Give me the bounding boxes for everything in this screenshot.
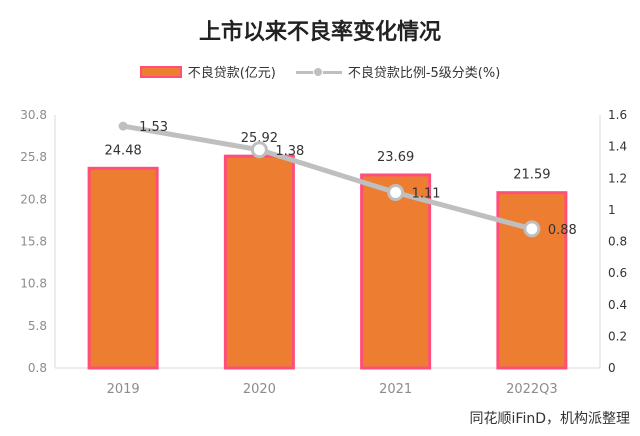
chart-legend: 不良贷款(亿元) 不良贷款比例-5级分类(%) [0,62,640,81]
bar-data-label: 25.92 [241,131,278,146]
y-right-tick-label: 1.6 [608,108,627,122]
y-right-tick-label: 0 [608,361,616,375]
legend-item-bars: 不良贷款(亿元) [139,62,276,81]
y-right-tick-label: 0.4 [608,298,627,312]
x-tick-label: 2019 [107,382,140,397]
x-tick-label: 2022Q3 [506,382,558,397]
line-data-label: 1.53 [139,120,168,135]
bar-data-label: 24.48 [105,143,142,158]
y-left-tick-label: 10.8 [20,277,47,291]
x-tick-label: 2021 [379,382,412,397]
y-left-tick-label: 5.8 [28,319,47,333]
y-left-tick-label: 25.8 [20,150,47,164]
source-note: 同花顺iFinD，机构派整理 [469,411,630,427]
y-left-tick-label: 15.8 [20,235,47,249]
legend-swatch-bar [139,65,182,78]
bar [496,191,568,370]
y-right-tick-label: 1.2 [608,171,627,185]
line-point [387,183,405,201]
line-point [250,141,268,159]
x-tick-label: 2020 [243,382,276,397]
y-right-tick-label: 0.8 [608,235,627,249]
chart-title: 上市以来不良率变化情况 [198,20,441,45]
legend-label-bars: 不良贷款(亿元) [187,66,276,81]
y-left-tick-label: 20.8 [20,192,47,206]
y-right-tick-label: 1.4 [608,140,627,154]
bar [360,173,432,370]
line-data-label: 1.38 [275,144,304,159]
line-point [523,220,541,238]
y-right-tick-label: 1 [608,203,616,217]
y-left-tick-label: 30.8 [20,108,47,122]
legend-item-line: 不良贷款比例-5级分类(%) [295,62,501,81]
bar [223,154,295,370]
legend-swatch-line [295,66,342,78]
legend-label-line: 不良贷款比例-5级分类(%) [347,66,501,81]
line-point [118,121,128,131]
y-right-tick-label: 0.6 [608,266,627,280]
bar [87,166,159,370]
line-data-label: 0.88 [548,223,577,238]
bar-data-label: 23.69 [377,150,414,165]
line-data-label: 1.11 [412,186,441,201]
y-right-tick-label: 0.2 [608,329,627,343]
y-left-tick-label: 0.8 [28,361,47,375]
series-line [122,123,533,232]
bar-data-label: 21.59 [513,168,550,183]
